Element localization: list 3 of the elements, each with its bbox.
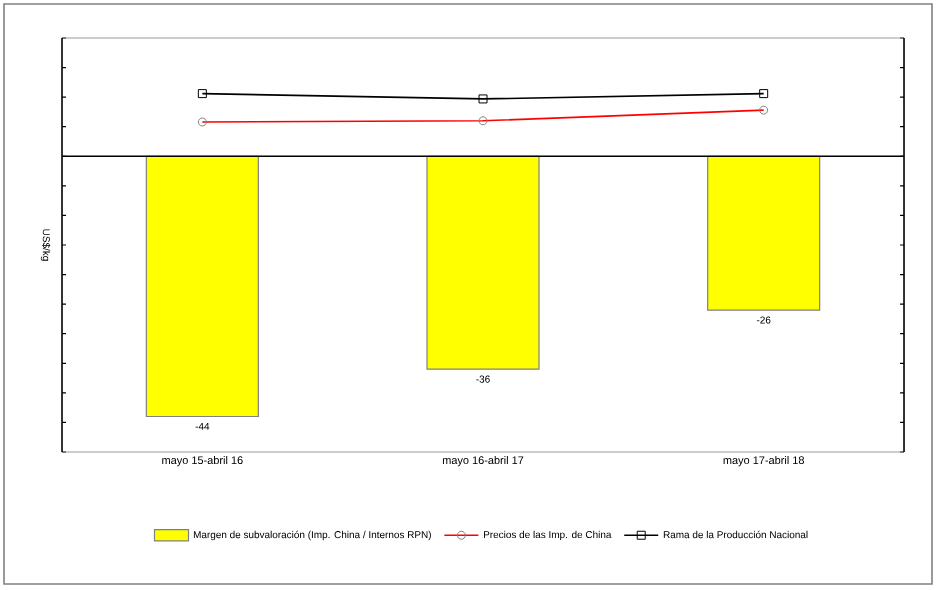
point (759, 89, 769, 99)
point (478, 94, 488, 104)
point (197, 89, 207, 99)
